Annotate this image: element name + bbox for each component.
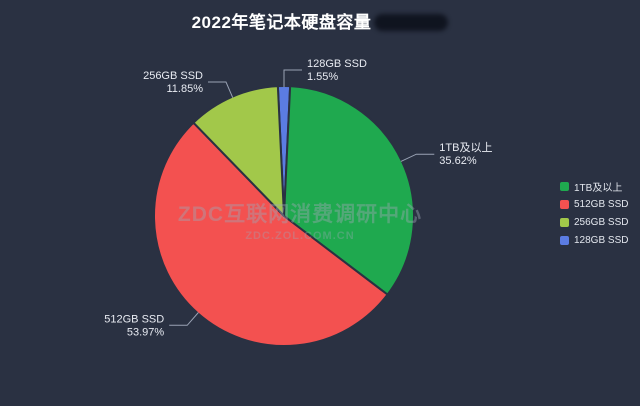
slice-label-512GB SSD: 512GB SSD 53.97%: [104, 313, 164, 338]
chart-title: 2022年笔记本硬盘容量: [0, 8, 640, 33]
legend-swatch: [560, 181, 569, 191]
legend-item-128GB SSD[interactable]: 128GB SSD: [560, 234, 628, 246]
legend: 1TB及以上 512GB SSD 256GB SSD 128GB SSD: [560, 180, 628, 246]
leader-line: [169, 312, 199, 326]
legend-item-512GB SSD[interactable]: 512GB SSD: [560, 198, 628, 210]
leader-line: [283, 69, 302, 87]
chart-title-text: 2022年笔记本硬盘容量: [191, 13, 372, 32]
legend-item-1TB及以上[interactable]: 1TB及以上: [560, 180, 628, 194]
legend-label: 512GB SSD: [574, 198, 629, 210]
legend-label: 1TB及以上: [574, 182, 623, 194]
legend-label: 128GB SSD: [574, 234, 629, 246]
legend-swatch: [560, 217, 569, 227]
redaction-smudge: [374, 14, 449, 31]
leader-line: [208, 81, 234, 98]
leader-line: [400, 153, 435, 162]
slice-label-256GB SSD: 256GB SSD 11.85%: [143, 70, 203, 95]
legend-label: 256GB SSD: [574, 216, 629, 228]
legend-item-256GB SSD[interactable]: 256GB SSD: [560, 216, 628, 228]
legend-swatch: [560, 199, 569, 209]
legend-swatch: [560, 235, 569, 245]
slice-label-1TB及以上: 1TB及以上 35.62%: [439, 141, 492, 167]
slice-label-128GB SSD: 128GB SSD 1.55%: [307, 58, 367, 83]
